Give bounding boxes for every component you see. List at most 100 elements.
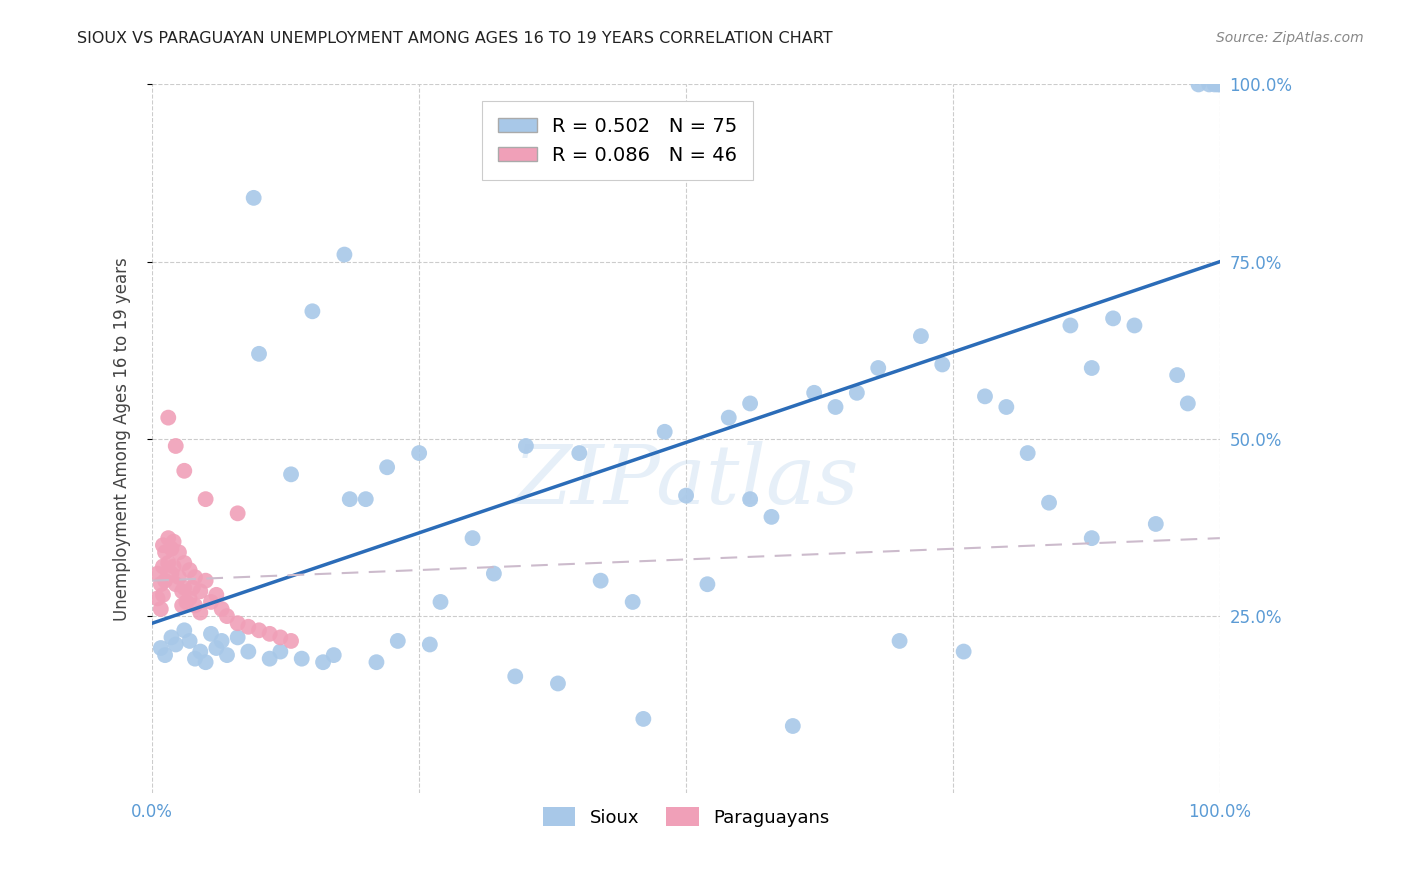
Point [1038,496,1060,510]
Point [503,669,526,683]
Point [152,559,174,574]
Point [654,425,676,439]
Point [152,538,174,552]
Point [931,358,953,372]
Point [188,606,211,620]
Point [165,577,187,591]
Point [1177,396,1199,410]
Point [1204,78,1226,92]
Point [149,602,172,616]
Point [740,396,762,410]
Point [167,545,190,559]
Point [1144,516,1167,531]
Text: ZIPatlas: ZIPatlas [513,442,859,522]
Point [269,644,291,658]
Point [215,648,238,662]
Text: Source: ZipAtlas.com: Source: ZipAtlas.com [1216,31,1364,45]
Point [1080,531,1102,545]
Point [280,634,302,648]
Point [419,638,441,652]
Point [226,631,249,645]
Point [461,531,484,545]
Point [160,541,183,556]
Point [515,439,537,453]
Point [247,347,270,361]
Point [172,584,194,599]
Y-axis label: Unemployment Among Ages 16 to 19 years: Unemployment Among Ages 16 to 19 years [114,257,131,621]
Point [188,584,211,599]
Point [211,634,233,648]
Text: SIOUX VS PARAGUAYAN UNEMPLOYMENT AMONG AGES 16 TO 19 YEARS CORRELATION CHART: SIOUX VS PARAGUAYAN UNEMPLOYMENT AMONG A… [77,31,832,46]
Point [157,410,180,425]
Point [312,655,335,669]
Point [184,570,207,584]
Point [429,595,451,609]
Point [291,651,314,665]
Point [633,712,655,726]
Point [173,624,195,638]
Point [160,631,183,645]
Point [153,648,176,662]
Point [761,509,783,524]
Point [366,655,388,669]
Point [621,595,644,609]
Point [194,655,217,669]
Point [696,577,718,591]
Point [824,400,846,414]
Point [1198,78,1220,92]
Point [322,648,344,662]
Point [247,624,270,638]
Point [889,634,911,648]
Point [184,599,207,613]
Point [408,446,430,460]
Point [482,566,505,581]
Point [153,574,176,588]
Point [194,574,217,588]
Point [172,599,194,613]
Point [149,577,172,591]
Point [205,640,228,655]
Legend: Sioux, Paraguayans: Sioux, Paraguayans [536,800,837,834]
Point [589,574,612,588]
Point [803,385,825,400]
Point [242,191,264,205]
Point [205,588,228,602]
Point [740,492,762,507]
Point [157,531,180,545]
Point [162,534,184,549]
Point [845,385,868,400]
Point [173,556,195,570]
Point [165,439,187,453]
Point [280,467,302,482]
Point [868,361,890,376]
Point [184,651,207,665]
Point [238,644,260,658]
Point [226,506,249,520]
Point [717,410,740,425]
Point [173,464,195,478]
Point [211,602,233,616]
Point [160,566,183,581]
Point [675,489,697,503]
Point [173,581,195,595]
Point [375,460,398,475]
Point [165,638,187,652]
Point [301,304,323,318]
Point [1166,368,1188,383]
Point [995,400,1018,414]
Point [226,616,249,631]
Point [952,644,974,658]
Point [1206,78,1229,92]
Point [1059,318,1081,333]
Point [162,559,184,574]
Point [339,492,361,507]
Point [1102,311,1125,326]
Point [167,570,190,584]
Point [200,627,222,641]
Point [1080,361,1102,376]
Point [1187,78,1209,92]
Point [157,556,180,570]
Point [194,492,217,507]
Point [269,631,291,645]
Point [387,634,409,648]
